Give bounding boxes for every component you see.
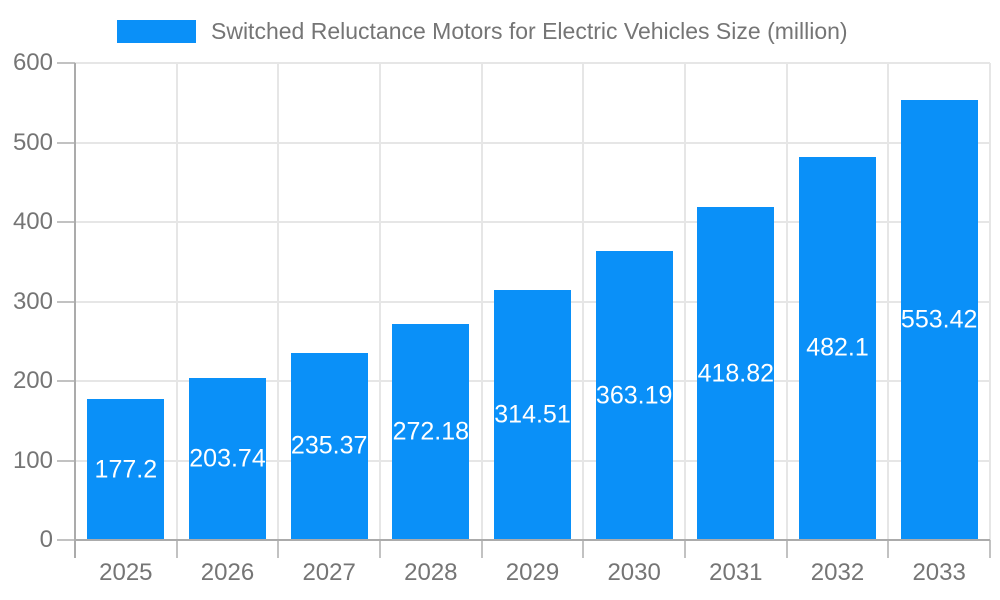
- y-axis-tick: [57, 141, 75, 144]
- gridline-vertical: [785, 63, 788, 540]
- x-tick-label: 2026: [200, 559, 255, 586]
- gridline-vertical: [684, 63, 686, 540]
- bar[interactable]: [697, 207, 775, 540]
- legend-label: Switched Reluctance Motors for Electric …: [211, 18, 848, 44]
- x-axis-tick: [379, 540, 381, 558]
- bar[interactable]: [87, 399, 165, 540]
- y-axis-tick: [57, 221, 75, 223]
- bar-value-label: 272.18: [392, 417, 470, 446]
- gridline-horizontal: [75, 221, 990, 223]
- plot-area: 177.2 203.74 235.37 272.18 314.51 363.19 418.8…: [75, 62, 991, 540]
- gridline-horizontal: [75, 62, 990, 64]
- y-axis-tick: [57, 62, 75, 64]
- bar-value-label: 177.2: [94, 455, 158, 484]
- x-tick-label: 2025: [99, 559, 153, 586]
- bar-value-label: 418.82: [697, 359, 775, 388]
- y-tick-label: 500: [12, 128, 53, 156]
- bar-value-label: 553.42: [900, 305, 978, 334]
- x-axis-tick: [989, 540, 991, 558]
- x-tick-label: 2031: [709, 559, 763, 586]
- x-axis-line: [75, 539, 990, 541]
- bar[interactable]: [290, 352, 368, 540]
- x-tick-label: 2030: [607, 559, 661, 586]
- gridline-vertical: [887, 63, 890, 540]
- gridline-vertical: [175, 63, 178, 540]
- chart-legend[interactable]: Switched Reluctance Motors for Electric …: [117, 18, 848, 45]
- y-axis-tick: [57, 459, 75, 462]
- bar[interactable]: [494, 289, 571, 540]
- bar[interactable]: [595, 251, 673, 540]
- gridline-horizontal: [75, 141, 990, 144]
- x-axis-tick: [684, 540, 686, 558]
- bar-value-label: 363.19: [595, 381, 673, 410]
- gridline-vertical: [989, 63, 991, 540]
- x-axis-tick: [887, 540, 890, 558]
- x-axis-tick: [785, 540, 788, 558]
- legend-swatch: [117, 20, 196, 43]
- y-tick-label: 100: [12, 446, 53, 474]
- y-tick-label: 200: [12, 367, 53, 394]
- bar[interactable]: [799, 156, 876, 540]
- bar[interactable]: [392, 323, 470, 540]
- gridline-vertical: [277, 63, 280, 540]
- gridline-vertical: [480, 63, 483, 540]
- x-tick-label: 2028: [404, 559, 458, 586]
- x-tick-label: 2033: [912, 559, 966, 586]
- gridline-vertical: [582, 63, 585, 540]
- x-tick-label: 2032: [810, 559, 865, 586]
- bar-value-label: 482.1: [806, 333, 869, 362]
- gridline-vertical: [379, 63, 381, 540]
- bar-value-label: 235.37: [290, 431, 368, 460]
- y-tick-label: 0: [39, 526, 53, 553]
- bar[interactable]: [189, 378, 266, 540]
- y-tick-label: 300: [12, 287, 53, 315]
- y-tick-label: 400: [12, 208, 53, 235]
- y-axis-tick: [57, 539, 75, 541]
- x-axis-tick: [582, 540, 585, 558]
- y-axis-tick: [57, 300, 75, 303]
- bar-value-label: 314.51: [494, 400, 571, 429]
- x-axis-tick: [175, 540, 178, 558]
- y-tick-label: 600: [12, 49, 53, 76]
- y-axis-tick: [57, 380, 75, 382]
- x-tick-label: 2027: [302, 559, 356, 586]
- x-axis-tick: [277, 540, 280, 558]
- bar-value-label: 203.74: [189, 444, 266, 473]
- y-axis-line: [74, 63, 76, 558]
- x-axis-tick: [480, 540, 483, 558]
- bar[interactable]: [900, 100, 978, 540]
- x-tick-label: 2029: [505, 559, 560, 586]
